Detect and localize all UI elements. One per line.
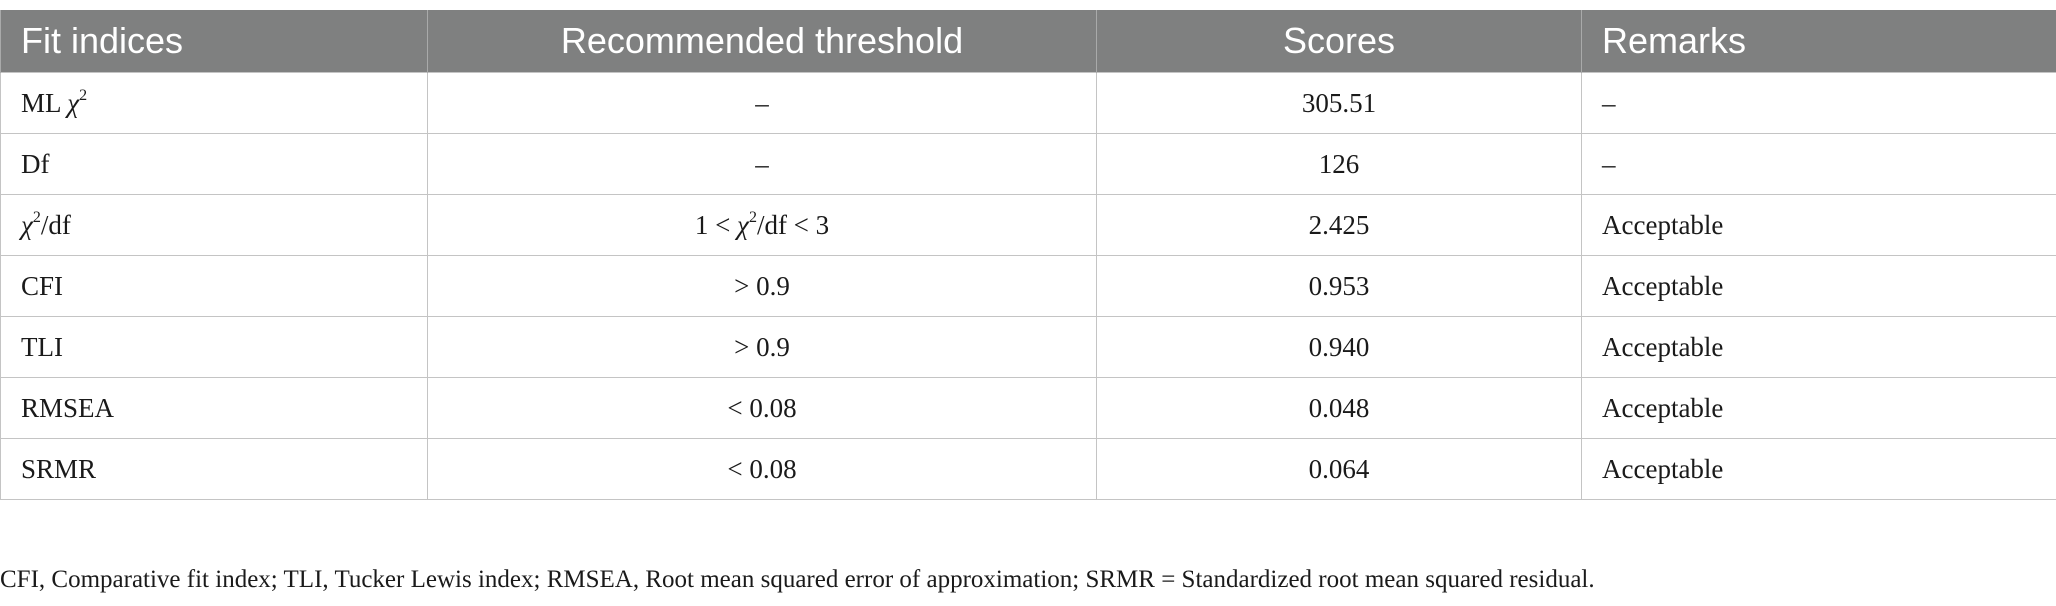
cell-remark: Acceptable xyxy=(1581,316,2056,378)
cell-remark: – xyxy=(1581,133,2056,195)
cell-remark: Acceptable xyxy=(1581,255,2056,317)
cell-remark: – xyxy=(1581,72,2056,134)
cell-score: 2.425 xyxy=(1096,194,1582,256)
cell-score: 0.064 xyxy=(1096,438,1582,500)
cell-index: ML χ2 xyxy=(0,72,428,134)
cell-threshold: < 0.08 xyxy=(427,438,1097,500)
header-row: Fit indices Recommended threshold Scores… xyxy=(0,10,2056,73)
cell-index: TLI xyxy=(0,316,428,378)
header-scores: Scores xyxy=(1096,10,1582,73)
table-body: ML χ2 – 305.51 – Df – 126 – χ2/df 1 < χ2… xyxy=(0,72,2056,500)
table-row: CFI > 0.9 0.953 Acceptable xyxy=(0,255,2056,317)
cell-index: Df xyxy=(0,133,428,195)
table-row: RMSEA < 0.08 0.048 Acceptable xyxy=(0,377,2056,439)
cell-index: CFI xyxy=(0,255,428,317)
table-row: Df – 126 – xyxy=(0,133,2056,195)
header-recommended-threshold: Recommended threshold xyxy=(427,10,1097,73)
table-header: Fit indices Recommended threshold Scores… xyxy=(0,10,2056,73)
cell-remark: Acceptable xyxy=(1581,377,2056,439)
cell-remark: Acceptable xyxy=(1581,438,2056,500)
cell-index: χ2/df xyxy=(0,194,428,256)
cell-score: 126 xyxy=(1096,133,1582,195)
fit-indices-table-container: Fit indices Recommended threshold Scores… xyxy=(0,10,2056,500)
cell-score: 0.048 xyxy=(1096,377,1582,439)
table-row: TLI > 0.9 0.940 Acceptable xyxy=(0,316,2056,378)
cell-score: 0.940 xyxy=(1096,316,1582,378)
cell-index: RMSEA xyxy=(0,377,428,439)
cell-threshold: > 0.9 xyxy=(427,255,1097,317)
cell-threshold: > 0.9 xyxy=(427,316,1097,378)
fit-indices-table: Fit indices Recommended threshold Scores… xyxy=(0,10,2056,500)
header-remarks: Remarks xyxy=(1581,10,2056,73)
cell-threshold: 1 < χ2/df < 3 xyxy=(427,194,1097,256)
cell-threshold: < 0.08 xyxy=(427,377,1097,439)
cell-threshold: – xyxy=(427,72,1097,134)
table-row: χ2/df 1 < χ2/df < 3 2.425 Acceptable xyxy=(0,194,2056,256)
header-fit-indices: Fit indices xyxy=(0,10,428,73)
cell-index: SRMR xyxy=(0,438,428,500)
cell-score: 0.953 xyxy=(1096,255,1582,317)
cell-threshold: – xyxy=(427,133,1097,195)
cell-score: 305.51 xyxy=(1096,72,1582,134)
cell-remark: Acceptable xyxy=(1581,194,2056,256)
table-footnote: CFI, Comparative fit index; TLI, Tucker … xyxy=(0,566,1595,593)
table-row: ML χ2 – 305.51 – xyxy=(0,72,2056,134)
table-row: SRMR < 0.08 0.064 Acceptable xyxy=(0,438,2056,500)
